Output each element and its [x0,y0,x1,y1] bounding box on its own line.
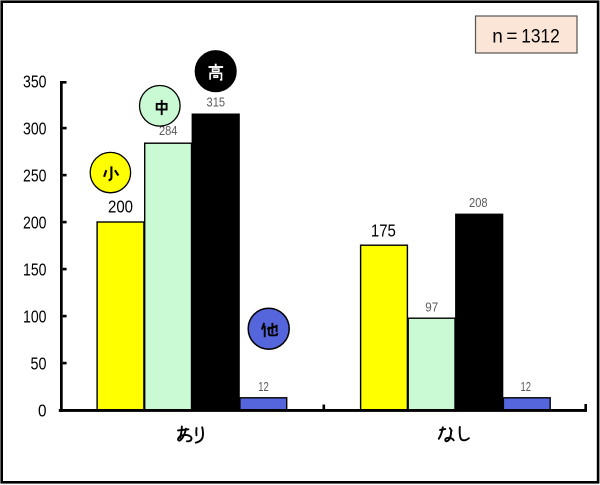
svg-text:1312: 1312 [521,27,560,48]
svg-text:200: 200 [23,213,47,233]
svg-text:284: 284 [159,123,178,138]
svg-text:208: 208 [469,195,488,210]
svg-text:n: n [492,27,503,48]
svg-text:=: = [506,27,517,48]
svg-text:250: 250 [23,166,47,186]
svg-text:315: 315 [207,94,226,109]
svg-text:50: 50 [31,354,47,374]
svg-text:150: 150 [23,260,47,280]
svg-text:12: 12 [258,379,269,394]
svg-text:100: 100 [23,307,47,327]
svg-text:0: 0 [38,401,47,421]
svg-text:97: 97 [425,299,438,314]
svg-text:350: 350 [23,72,47,92]
svg-text:300: 300 [23,119,47,139]
svg-text:200: 200 [108,197,133,217]
svg-text:12: 12 [521,379,532,394]
svg-text:175: 175 [371,220,396,240]
